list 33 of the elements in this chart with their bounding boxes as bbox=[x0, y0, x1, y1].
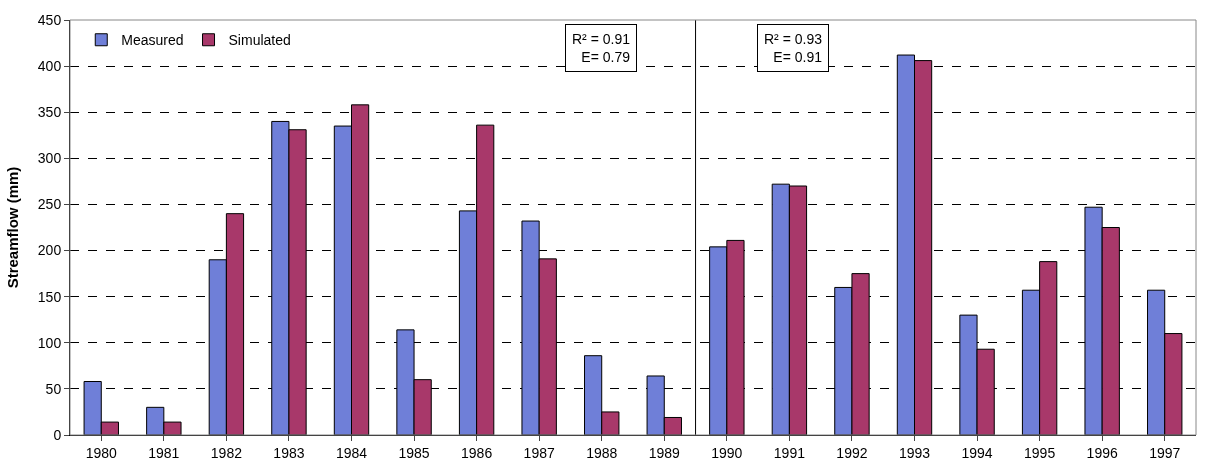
x-tick-label: 1989 bbox=[648, 444, 681, 461]
legend-label: Measured bbox=[121, 32, 184, 49]
x-tick-label: 1996 bbox=[1086, 444, 1118, 461]
x-tick-label: 1981 bbox=[148, 444, 180, 461]
x-tick-label: 1982 bbox=[210, 444, 243, 461]
x-tick-label: 1985 bbox=[398, 444, 430, 461]
y-tick-label: 0 bbox=[53, 426, 62, 443]
y-tick-label: 50 bbox=[45, 380, 62, 397]
x-tick-label: 1986 bbox=[461, 444, 493, 461]
x-tick-label: 1990 bbox=[711, 444, 743, 461]
y-tick-label: 250 bbox=[37, 196, 62, 213]
y-tick-label: 200 bbox=[37, 242, 62, 259]
annotation: R² = 0.91 E= 0.79 bbox=[572, 31, 631, 66]
x-tick-label: 1991 bbox=[773, 444, 806, 461]
x-tick-label: 1987 bbox=[523, 444, 555, 461]
y-tick-label: 100 bbox=[37, 334, 62, 351]
x-tick-label: 1983 bbox=[273, 444, 305, 461]
x-tick-label: 1997 bbox=[1149, 444, 1181, 461]
x-tick-label: 1984 bbox=[335, 444, 368, 461]
y-tick-label: 350 bbox=[37, 104, 62, 121]
y-tick-label: 450 bbox=[37, 11, 62, 28]
x-tick-label: 1980 bbox=[85, 444, 118, 461]
x-tick-label: 1995 bbox=[1024, 444, 1056, 461]
annotation: R² = 0.93 E= 0.91 bbox=[764, 31, 823, 66]
x-tick-label: 1994 bbox=[961, 444, 993, 461]
x-tick-label: 1992 bbox=[836, 444, 868, 461]
y-tick-label: 300 bbox=[37, 150, 62, 167]
y-tick-label: 150 bbox=[37, 288, 62, 305]
y-axis-title: Streamflow (mm) bbox=[4, 166, 22, 289]
x-tick-label: 1988 bbox=[586, 444, 618, 461]
x-tick-label: 1993 bbox=[898, 444, 931, 461]
y-tick-label: 400 bbox=[37, 58, 62, 75]
legend-label: Simulated bbox=[228, 32, 291, 49]
